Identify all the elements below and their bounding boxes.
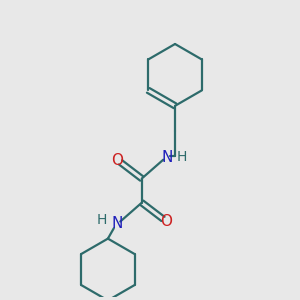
Text: O: O — [160, 214, 172, 229]
Text: O: O — [111, 152, 123, 167]
Text: N: N — [111, 216, 122, 231]
Text: H: H — [177, 150, 187, 164]
Text: N: N — [161, 150, 172, 165]
Text: H: H — [96, 213, 106, 227]
